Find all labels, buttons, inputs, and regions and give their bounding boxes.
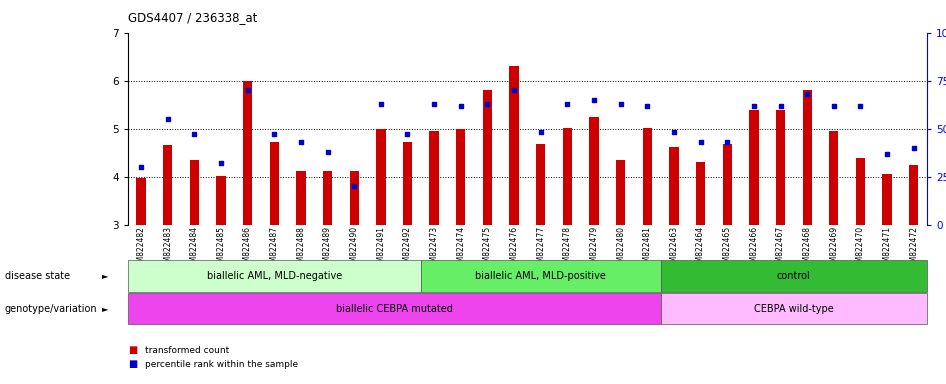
Point xyxy=(453,103,468,109)
Point xyxy=(293,139,308,145)
Point xyxy=(746,103,762,109)
Bar xyxy=(616,160,625,225)
Bar xyxy=(776,111,785,225)
Bar xyxy=(723,144,732,225)
Point xyxy=(853,103,868,109)
Point xyxy=(906,145,921,151)
Bar xyxy=(189,160,199,225)
Bar xyxy=(589,117,599,225)
Text: percentile rank within the sample: percentile rank within the sample xyxy=(145,359,298,369)
Bar xyxy=(217,176,226,225)
Bar xyxy=(243,81,253,225)
Point xyxy=(400,131,415,137)
Point xyxy=(534,129,549,136)
Point xyxy=(160,116,175,122)
Bar xyxy=(536,144,546,225)
Bar xyxy=(883,174,892,225)
Text: biallelic AML, MLD-negative: biallelic AML, MLD-negative xyxy=(206,271,342,281)
Text: control: control xyxy=(777,271,811,281)
Bar xyxy=(456,129,465,225)
Bar xyxy=(669,147,678,225)
Text: disease state: disease state xyxy=(5,271,70,281)
Point xyxy=(560,101,575,107)
Point xyxy=(186,131,201,137)
Point xyxy=(214,160,229,166)
Point xyxy=(506,87,521,93)
Bar xyxy=(163,146,172,225)
Point xyxy=(880,151,895,157)
Bar xyxy=(749,111,759,225)
Point xyxy=(480,101,495,107)
Bar xyxy=(349,171,359,225)
Bar xyxy=(829,131,838,225)
Text: ■: ■ xyxy=(128,345,137,355)
Point xyxy=(826,103,841,109)
Bar xyxy=(482,90,492,225)
Bar xyxy=(909,165,919,225)
Bar xyxy=(377,129,386,225)
Text: transformed count: transformed count xyxy=(145,346,229,355)
Point xyxy=(240,87,255,93)
Text: biallelic CEBPA mutated: biallelic CEBPA mutated xyxy=(336,303,452,314)
Point xyxy=(639,103,655,109)
Text: ►: ► xyxy=(102,271,109,280)
Bar xyxy=(563,128,572,225)
Bar xyxy=(270,142,279,225)
Bar xyxy=(509,66,518,225)
Point xyxy=(720,139,735,145)
Point xyxy=(773,103,788,109)
Point xyxy=(666,129,681,136)
Bar xyxy=(696,162,706,225)
Point xyxy=(427,101,442,107)
Point xyxy=(587,97,602,103)
Bar xyxy=(642,128,652,225)
Text: GDS4407 / 236338_at: GDS4407 / 236338_at xyxy=(128,12,257,25)
Bar xyxy=(296,171,306,225)
Point xyxy=(320,149,335,155)
Text: ■: ■ xyxy=(128,359,137,369)
Point xyxy=(346,183,361,189)
Point xyxy=(693,139,709,145)
Point xyxy=(267,131,282,137)
Bar xyxy=(856,159,866,225)
Point xyxy=(374,101,389,107)
Bar xyxy=(802,90,812,225)
Bar xyxy=(403,142,412,225)
Text: CEBPA wild-type: CEBPA wild-type xyxy=(754,303,833,314)
Bar xyxy=(136,178,146,225)
Point xyxy=(799,91,815,97)
Text: ►: ► xyxy=(102,304,109,313)
Text: genotype/variation: genotype/variation xyxy=(5,303,97,314)
Bar xyxy=(323,171,332,225)
Bar xyxy=(429,131,439,225)
Text: biallelic AML, MLD-positive: biallelic AML, MLD-positive xyxy=(475,271,606,281)
Point xyxy=(613,101,628,107)
Point xyxy=(133,164,149,170)
